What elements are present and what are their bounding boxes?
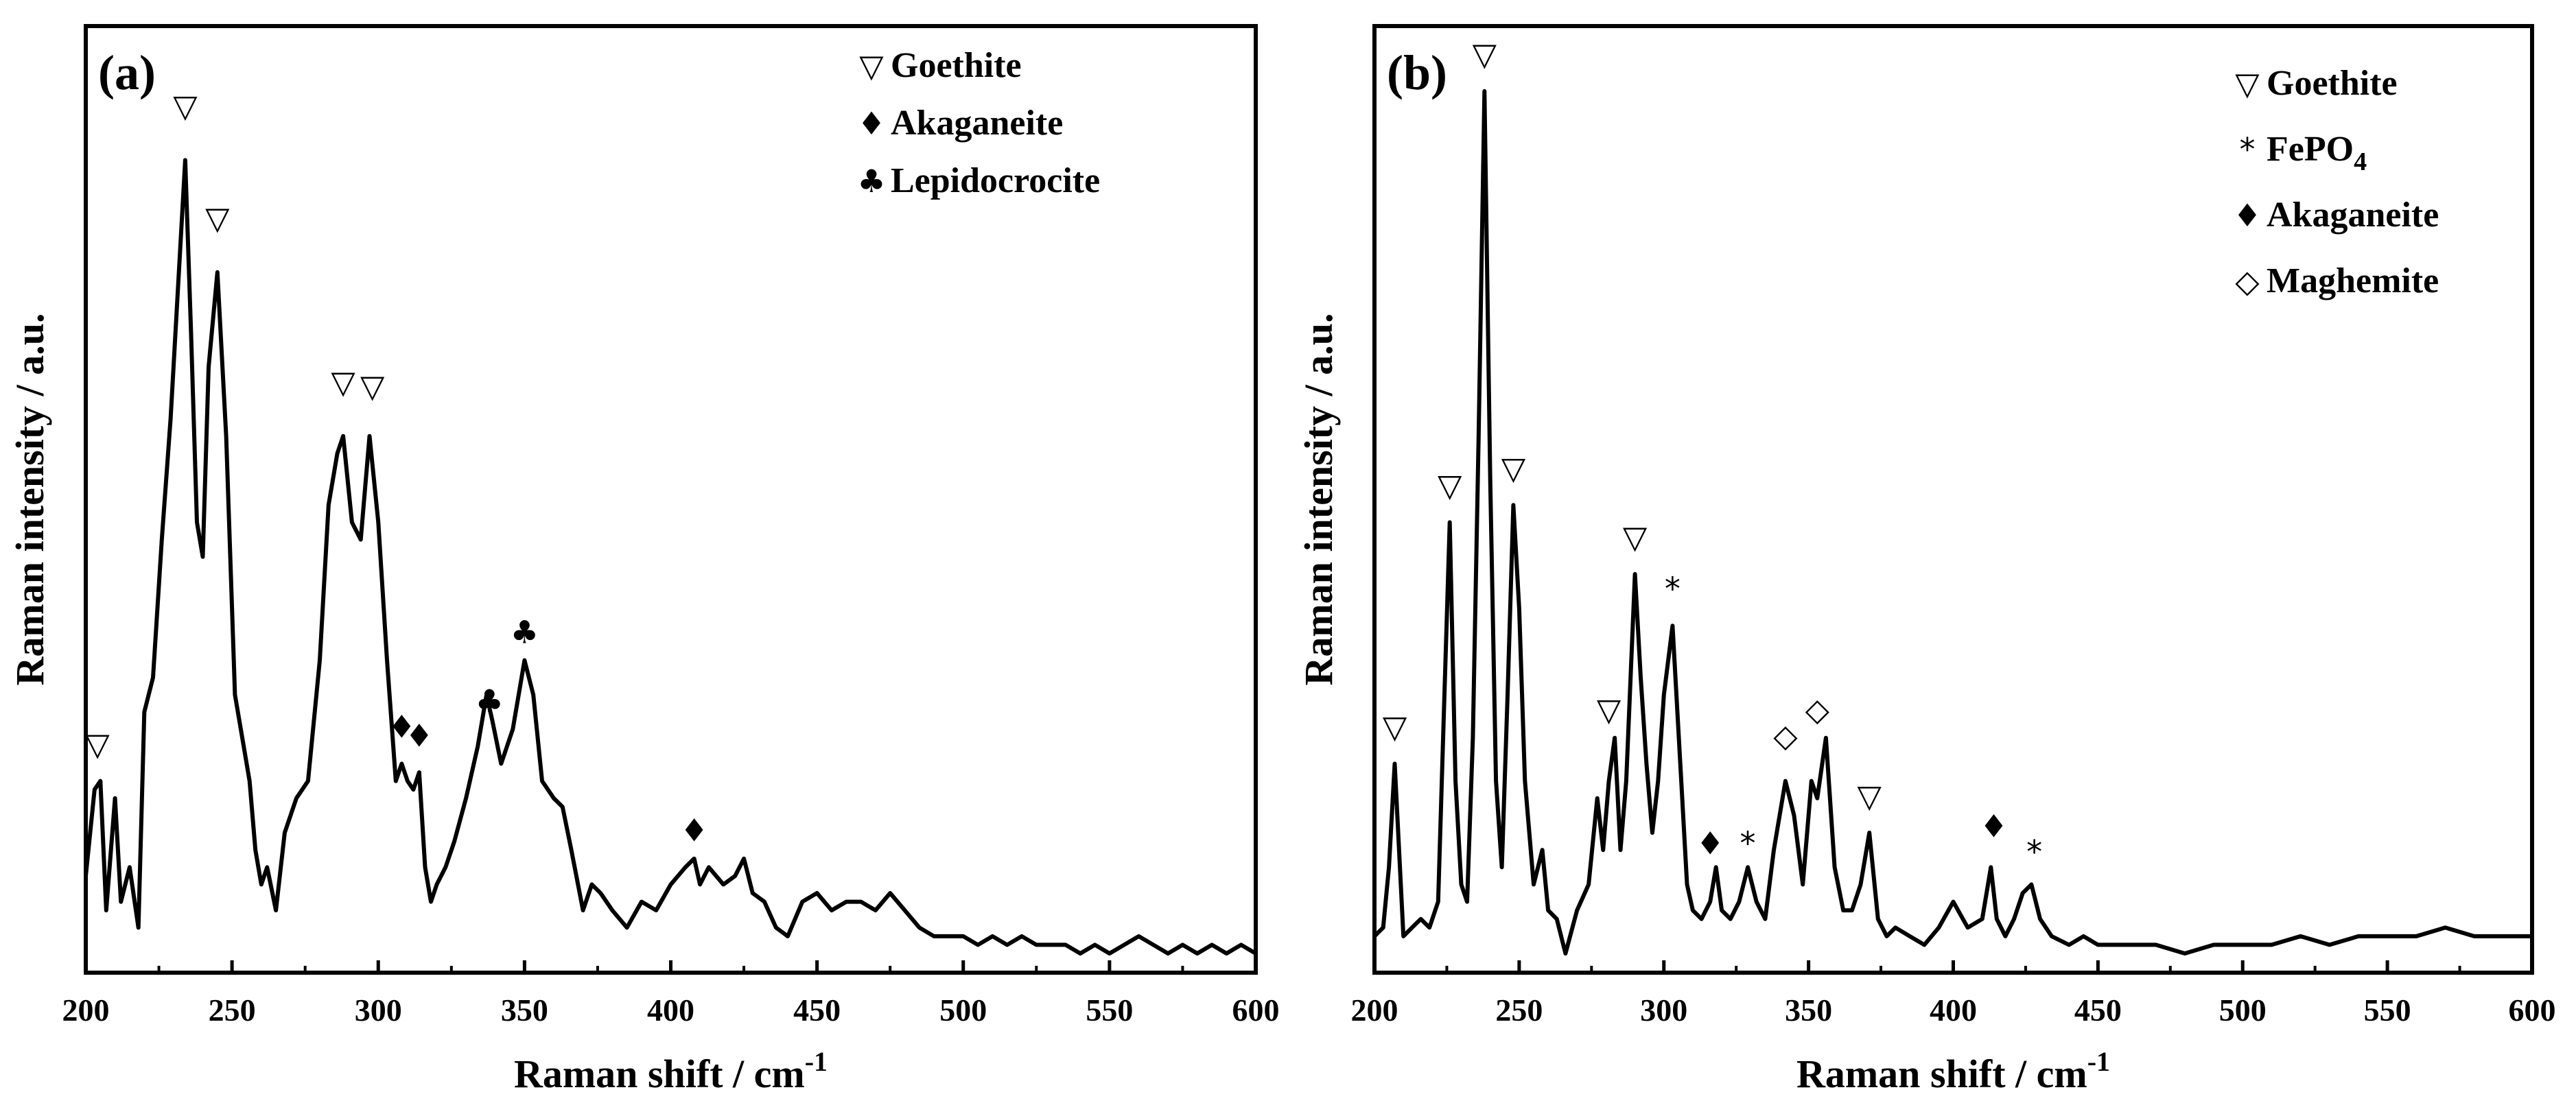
- peak-marker: ▽: [331, 364, 355, 401]
- peak-marker: ▽: [173, 88, 198, 125]
- x-axis-title: Raman shift / cm-1: [1796, 1046, 2110, 1096]
- x-tick-label: 500: [2219, 993, 2267, 1028]
- panel-label: (a): [98, 45, 156, 100]
- peak-marker: ▽: [1501, 450, 1526, 487]
- x-tick-label: 200: [62, 993, 110, 1028]
- peak-marker: ▽: [1857, 777, 1882, 814]
- peak-marker: ♦: [405, 717, 433, 754]
- peak-marker: ♣: [511, 613, 539, 650]
- x-axis-title: Raman shift / cm-1: [514, 1046, 828, 1096]
- panel-label: (b): [1387, 45, 1447, 100]
- peak-marker: ◇: [1805, 691, 1830, 728]
- legend-symbol: ♦: [2233, 197, 2261, 234]
- legend-label: Akaganeite: [891, 104, 1063, 143]
- x-tick-label: 600: [1232, 993, 1280, 1028]
- legend-label: FePO4: [2267, 130, 2367, 176]
- peak-marker: ▽: [1438, 467, 1462, 504]
- x-tick-label: 200: [1351, 993, 1398, 1028]
- peak-marker: ▽: [1623, 519, 1648, 556]
- legend-symbol: ♣: [857, 163, 885, 200]
- x-tick-label: 250: [209, 993, 256, 1028]
- legend-symbol: ◇: [2235, 263, 2260, 300]
- x-tick-label: 250: [1495, 993, 1543, 1028]
- peak-marker: ♦: [388, 709, 416, 746]
- spectrum-line: [1372, 88, 2532, 956]
- legend-label: Lepidocrocite: [891, 161, 1100, 200]
- x-tick-label: 500: [939, 993, 987, 1028]
- chart-panel-b: 200 250 300 350 400 450 500 550 600 Raman shift /…: [1296, 24, 2556, 1096]
- x-tick-label: 600: [2509, 993, 2556, 1028]
- legend-symbol: *: [2240, 131, 2256, 168]
- peak-marker: ♦: [1980, 807, 2008, 844]
- peak-marker: ▽: [1597, 691, 1621, 728]
- peak-marker: ▽: [1383, 709, 1407, 746]
- x-tick-label: 550: [2364, 993, 2411, 1028]
- x-tick-label: 450: [2074, 993, 2122, 1028]
- y-axis-title: Raman intensity / a.u.: [8, 313, 52, 685]
- x-tick-label: 300: [1640, 993, 1687, 1028]
- x-tick-label: 350: [1785, 993, 1832, 1028]
- legend-symbol: ▽: [859, 47, 884, 84]
- legend-label: Goethite: [2267, 64, 2398, 103]
- legend-label: Akaganeite: [2267, 195, 2439, 235]
- x-tick-label: 300: [355, 993, 402, 1028]
- legend-label: Maghemite: [2267, 261, 2439, 300]
- peak-marker: ◇: [1773, 717, 1798, 754]
- peak-marker: ▽: [85, 726, 110, 763]
- chart-panel-a: 200 250 300 350 400 450 500 550 600 Raman shift /…: [8, 24, 1280, 1096]
- legend-symbol: ♦: [857, 105, 885, 142]
- x-tick-label: 450: [793, 993, 841, 1028]
- x-tick-label: 550: [1086, 993, 1133, 1028]
- legend-label: Goethite: [891, 46, 1022, 85]
- spectrum-line: [84, 158, 1257, 956]
- peak-marker: *: [1665, 571, 1681, 608]
- peak-marker: ▽: [205, 200, 230, 237]
- peak-marker: *: [1740, 825, 1756, 862]
- peak-marker: ♦: [1696, 825, 1724, 862]
- peak-marker: ♦: [680, 812, 708, 849]
- legend-symbol: ▽: [2235, 65, 2260, 102]
- y-axis-title: Raman intensity / a.u.: [1296, 313, 1341, 685]
- x-tick-label: 400: [1930, 993, 1977, 1028]
- x-tick-label: 350: [501, 993, 548, 1028]
- peak-marker: ♣: [476, 683, 504, 720]
- peak-marker: ▽: [1473, 36, 1497, 73]
- peak-marker: *: [2026, 833, 2042, 870]
- x-tick-label: 400: [647, 993, 694, 1028]
- peak-marker: ▽: [360, 368, 385, 405]
